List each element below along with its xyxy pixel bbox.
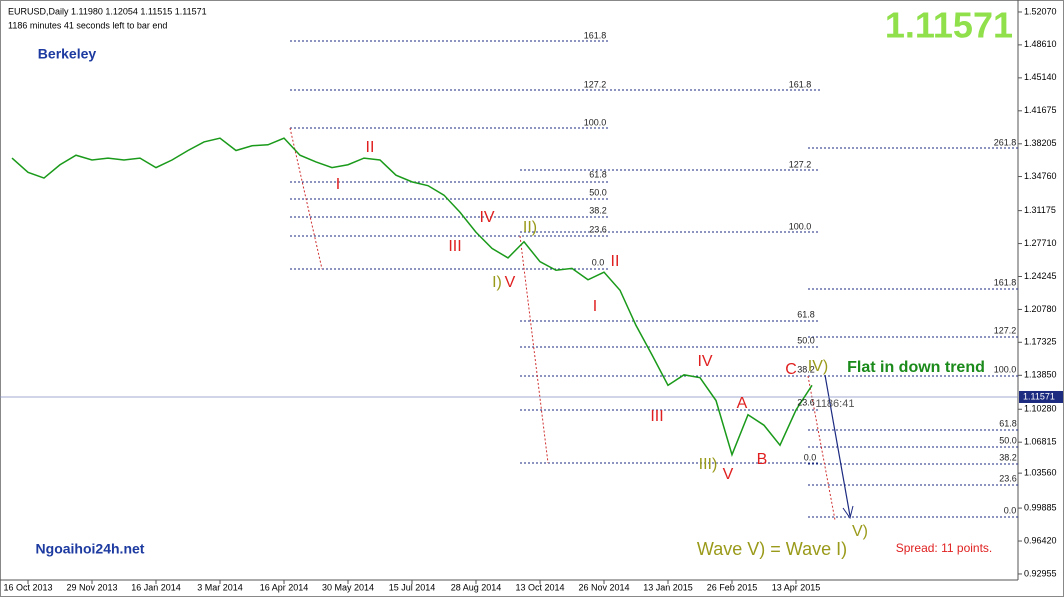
wave-label: IV): [808, 358, 828, 375]
wave-label: I: [336, 176, 340, 193]
y-tick-label: 1.48610: [1024, 39, 1057, 49]
fib-label: 0.0: [592, 257, 605, 267]
y-tick-label: 0.96420: [1024, 535, 1057, 545]
wave-label: I): [492, 274, 502, 291]
wave-label: IV: [479, 209, 494, 226]
wave-label: II: [611, 253, 620, 270]
y-tick-label: 1.24245: [1024, 271, 1057, 281]
fib-label: 61.8: [589, 169, 607, 179]
fib-label: 161.8: [789, 79, 812, 89]
fib-label: 161.8: [994, 277, 1017, 287]
wave-label: II): [523, 219, 537, 236]
y-tick-label: 0.92955: [1024, 568, 1057, 578]
fib-label: 61.8: [999, 418, 1017, 428]
wave-label: III): [699, 456, 718, 473]
fib-diagonal: [289, 127, 323, 270]
x-tick-label: 3 Mar 2014: [197, 582, 243, 592]
annotation: Flat in down trend: [847, 359, 985, 376]
x-tick-label: 26 Nov 2014: [578, 582, 629, 592]
y-tick-label: 1.45140: [1024, 72, 1057, 82]
wave-label: III: [448, 238, 461, 255]
wave-label: V): [852, 523, 868, 540]
last-price-box: [1019, 390, 1063, 403]
wave-label: II: [366, 139, 375, 156]
x-tick-label: 13 Jan 2015: [643, 582, 693, 592]
fib-label: 50.0: [797, 335, 815, 345]
y-tick-label: 1.34760: [1024, 171, 1057, 181]
fib-label: 50.0: [999, 435, 1017, 445]
y-tick-label: 1.41675: [1024, 105, 1057, 115]
wave-label: C: [785, 361, 797, 378]
x-tick-label: 16 Jan 2014: [131, 582, 181, 592]
x-tick-label: 16 Oct 2013: [3, 582, 52, 592]
y-tick-label: 1.03560: [1024, 468, 1057, 478]
x-tick-label: 28 Aug 2014: [451, 582, 502, 592]
y-tick-label: 1.17325: [1024, 337, 1057, 347]
x-tick-label: 13 Oct 2014: [515, 582, 564, 592]
wave-label: I: [593, 298, 597, 315]
y-tick-label: 1.31175: [1024, 205, 1056, 215]
fib-label: 61.8: [797, 309, 815, 319]
fib-label: 38.2: [589, 205, 607, 215]
y-tick-label: 1.10280: [1024, 404, 1057, 414]
x-tick-label: 13 Apr 2015: [772, 582, 821, 592]
fib-label: 38.2: [999, 452, 1017, 462]
wave-label: V: [723, 466, 734, 483]
fib-diagonal: [807, 375, 836, 521]
fib-label: 161.8: [584, 30, 607, 40]
x-tick-label: 26 Feb 2015: [707, 582, 758, 592]
y-tick-label: 0.99885: [1024, 502, 1057, 512]
fib-label: 0.0: [804, 452, 817, 462]
x-tick-label: 15 Jul 2014: [389, 582, 436, 592]
last-price: 1.11571: [885, 5, 1013, 46]
wave-label: B: [757, 451, 768, 468]
price-line: [11, 137, 813, 457]
chart-title: EURUSD,Daily 1.11980 1.12054 1.11515 1.1…: [8, 6, 207, 16]
y-tick-label: 1.27710: [1024, 238, 1057, 248]
annotation: Ngoaihoi24h.net: [36, 541, 145, 557]
fib-label: 127.2: [789, 159, 812, 169]
annotation: Berkeley: [38, 46, 97, 62]
wave-label: V: [505, 274, 516, 291]
y-tick-label: 1.13850: [1024, 370, 1057, 380]
y-tick-label: 1.52070: [1024, 6, 1057, 16]
arrow-head: [842, 505, 854, 520]
fib-label: 23.6: [797, 397, 815, 407]
y-tick-label: 1.20780: [1024, 304, 1057, 314]
annotation: 1186:41: [816, 398, 855, 410]
fib-label: 127.2: [584, 79, 607, 89]
y-tick-label: 1.06815: [1024, 437, 1057, 447]
annotation: Wave V) = Wave I): [697, 539, 847, 559]
x-tick-label: 30 May 2014: [322, 582, 374, 592]
fib-label: 100.0: [584, 117, 607, 127]
x-tick-label: 16 Apr 2014: [260, 582, 309, 592]
wave-label: III: [650, 408, 663, 425]
fib-label: 23.6: [589, 224, 607, 234]
fib-label: 100.0: [789, 221, 812, 231]
x-tick-label: 29 Nov 2013: [66, 582, 117, 592]
fib-label: 100.0: [994, 364, 1017, 374]
wave-label: IV: [697, 353, 712, 370]
fib-label: 0.0: [1004, 505, 1017, 515]
fib-label: 38.2: [797, 364, 815, 374]
fib-label: 23.6: [999, 473, 1017, 483]
subtitle: 1186 minutes 41 seconds left to bar end: [8, 20, 167, 30]
projection-arrow: [824, 374, 851, 517]
fib-label: 261.8: [994, 137, 1017, 147]
last-price-axis-label: 1.11571: [1023, 391, 1055, 401]
fib-label: 50.0: [589, 187, 607, 197]
wave-label: A: [737, 395, 748, 412]
annotation: Spread: 11 points.: [896, 541, 993, 555]
y-tick-label: 1.38205: [1024, 138, 1057, 148]
fib-label: 127.2: [994, 325, 1017, 335]
